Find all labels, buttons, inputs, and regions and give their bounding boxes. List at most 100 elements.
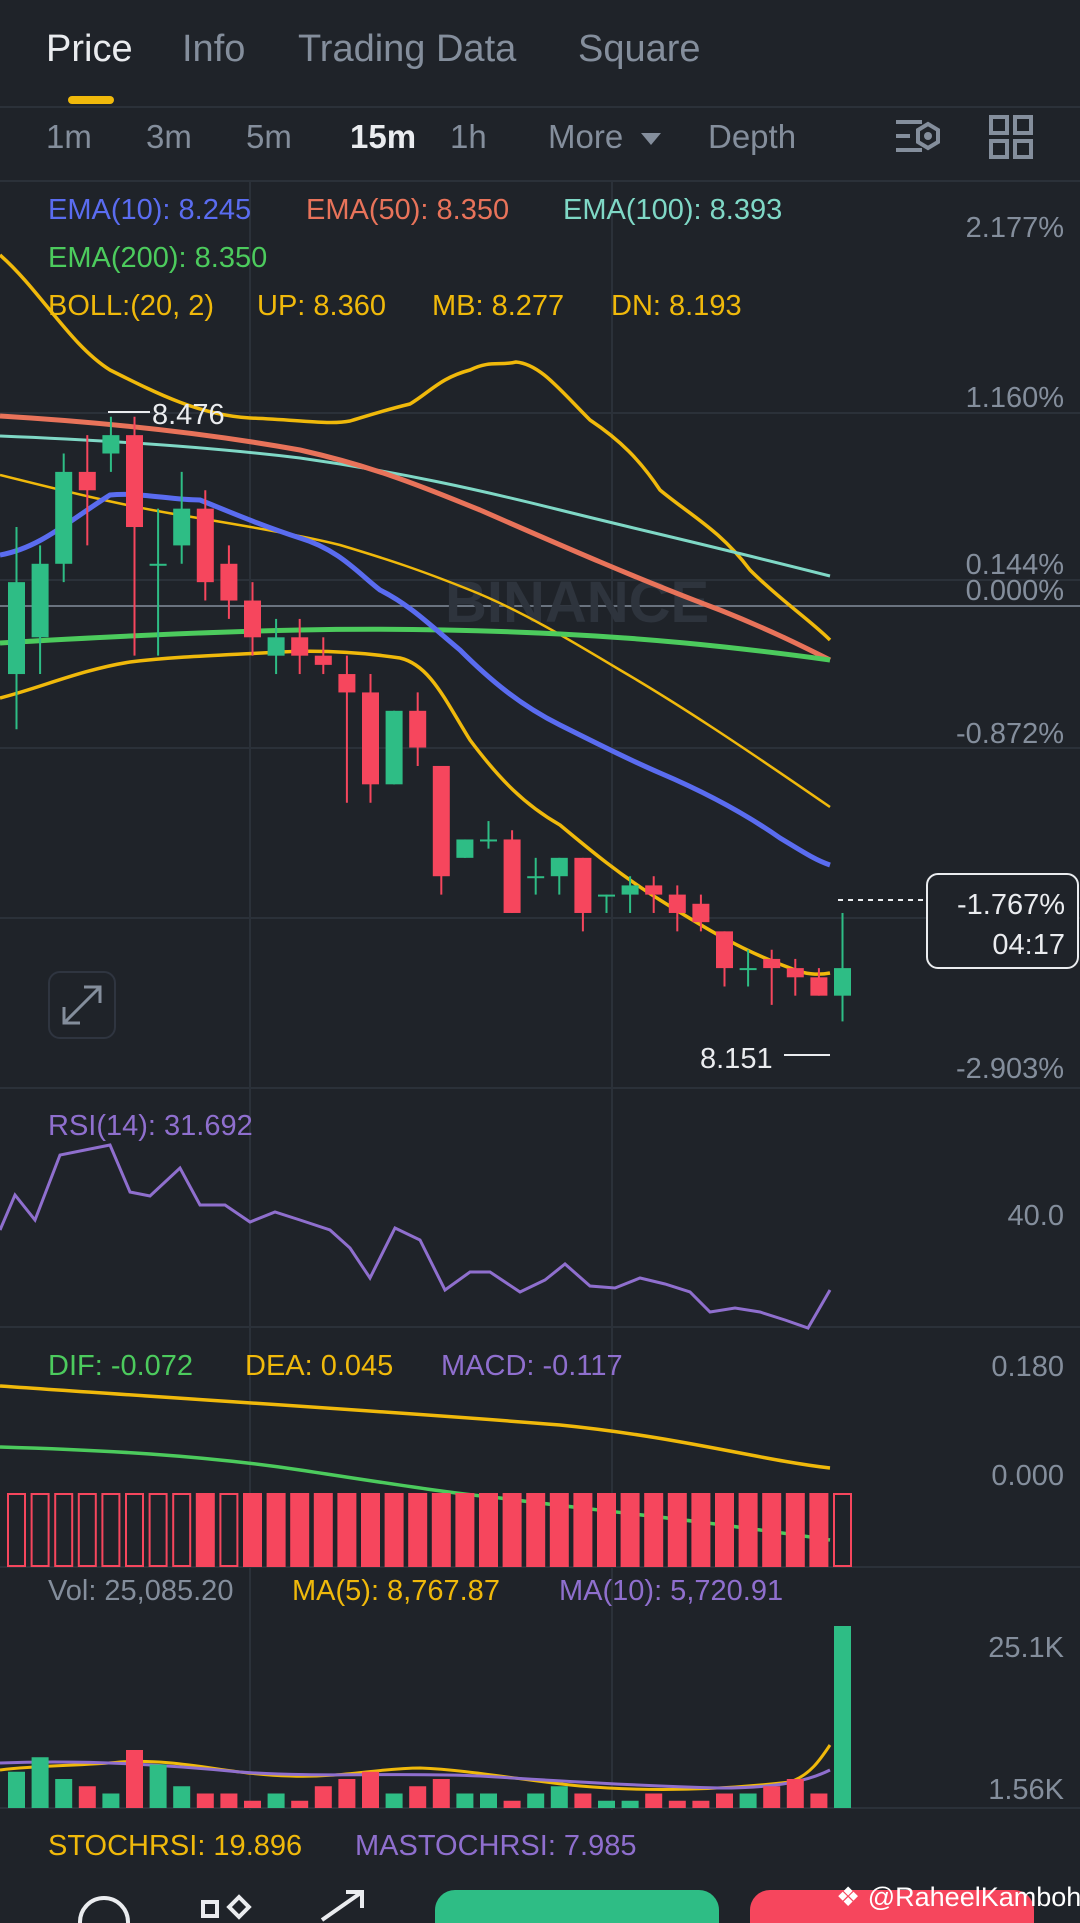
volume-bar: [149, 1764, 167, 1808]
volume-bar: [338, 1778, 356, 1808]
macd-bar: [715, 1493, 734, 1567]
timeframe-1h[interactable]: 1h: [450, 118, 487, 155]
macd-bar: [337, 1493, 357, 1567]
volume-ma5-legend: MA(5): 8,767.87: [292, 1575, 500, 1607]
macd-bar: [290, 1493, 310, 1567]
volume-bar: [31, 1757, 49, 1808]
macd-histogram: [7, 1493, 852, 1567]
volume-bar: [763, 1786, 781, 1808]
volume-bar: [503, 1800, 521, 1808]
tab-price[interactable]: Price: [46, 28, 133, 70]
price-axis-label: 0.144%: [965, 549, 1064, 581]
rsi-line: [0, 1143, 832, 1330]
candle-body: [126, 435, 143, 528]
candle-body: [503, 839, 521, 913]
candle-body: [8, 582, 25, 675]
macd-bar: [597, 1493, 616, 1567]
grid-icon[interactable]: [201, 1894, 252, 1920]
macd-bar: [408, 1493, 428, 1567]
candle-body: [102, 435, 120, 454]
macd-bar: [502, 1493, 522, 1567]
candle-body: [456, 839, 474, 858]
candle-body: [668, 894, 686, 913]
chart-settings-icon[interactable]: [894, 114, 942, 158]
volume-bar: [550, 1786, 568, 1808]
more-icon[interactable]: [78, 1896, 130, 1923]
macd-bar: [762, 1493, 782, 1567]
rsi-axis-label: 40.0: [1007, 1200, 1064, 1232]
macd-bar: [30, 1493, 50, 1567]
volume-bar: [126, 1749, 143, 1808]
watermark: BINANCE: [445, 570, 709, 635]
candle-body: [31, 563, 49, 638]
candlestick-series: [8, 416, 851, 1022]
timeframe-3m[interactable]: 3m: [146, 118, 192, 155]
rsi-legend: RSI(14): 31.692: [48, 1110, 253, 1142]
price-axis-label: -2.903%: [955, 1053, 1064, 1085]
candle-body: [621, 885, 639, 895]
chevron-down-icon: [641, 133, 662, 146]
volume-bar: [527, 1793, 545, 1808]
volume-bar: [409, 1786, 427, 1808]
volume-bar: [267, 1793, 285, 1808]
bottom-nav-icons: [78, 1890, 1034, 1923]
more-dropdown[interactable]: More: [548, 118, 662, 156]
macd-bar: [455, 1493, 475, 1567]
tab-square[interactable]: Square: [578, 28, 701, 70]
macd-bar: [361, 1493, 380, 1567]
toolbar-divider: [0, 180, 1080, 182]
expand-chart-button[interactable]: [48, 971, 116, 1039]
candle-body: [314, 655, 332, 665]
candle-body: [55, 471, 73, 564]
macd-bar: [667, 1493, 687, 1567]
volume-bar: [55, 1778, 73, 1808]
price-axis-label: -0.872%: [955, 718, 1064, 750]
macd-bar: [573, 1493, 593, 1567]
ema100-line: [0, 434, 831, 578]
timeframe-1m[interactable]: 1m: [46, 118, 92, 155]
tab-trading-data[interactable]: Trading Data: [298, 28, 517, 70]
macd-bar: [7, 1493, 26, 1567]
ema100-legend: EMA(100): 8.393: [563, 194, 783, 226]
volume-bar: [739, 1793, 757, 1808]
boll-dn-legend: DN: 8.193: [611, 290, 742, 322]
dea-line: [0, 1384, 831, 1470]
volume-bar: [244, 1800, 261, 1808]
candle-body: [480, 839, 497, 842]
sell-button[interactable]: [750, 1890, 1034, 1923]
boll-middle-line: [0, 473, 831, 809]
volume-bar: [173, 1786, 191, 1808]
macd-bar: [809, 1493, 829, 1567]
volume-bar: [716, 1793, 733, 1808]
boll-legend: BOLL:(20, 2): [48, 290, 215, 322]
candle-body: [244, 600, 261, 638]
candle-body: [432, 765, 450, 877]
buy-button[interactable]: [435, 1890, 719, 1923]
volume-axis-bottom: 1.56K: [988, 1774, 1064, 1806]
candle-body: [385, 710, 403, 785]
timeframe-5m[interactable]: 5m: [246, 118, 292, 155]
volume-bar: [668, 1800, 686, 1808]
volume-bar: [220, 1793, 238, 1808]
share-icon[interactable]: [320, 1890, 364, 1922]
candle-body: [574, 857, 592, 913]
volume-ma5-line: [0, 1744, 832, 1791]
macd-bar: [526, 1493, 546, 1567]
volume-bar: [78, 1786, 96, 1808]
layout-grid-icon[interactable]: [988, 114, 1034, 160]
timeframe-15m[interactable]: 15m: [350, 118, 417, 155]
depth-tab[interactable]: Depth: [708, 118, 797, 155]
header-divider: [0, 106, 1080, 108]
tab-info[interactable]: Info: [182, 28, 246, 70]
candle-body: [78, 471, 96, 491]
attribution: ❖ @RaheelKamboh: [836, 1882, 1080, 1913]
current-price-tag: -1.767% 04:17: [926, 873, 1079, 969]
macd-bar: [431, 1493, 451, 1567]
candle-body: [810, 977, 828, 996]
dif-legend: DIF: -0.072: [48, 1350, 194, 1382]
volume-bar: [291, 1800, 309, 1808]
volume-axis-top: 25.1K: [988, 1632, 1064, 1664]
macd-bar: [243, 1493, 262, 1567]
candle-countdown: 04:17: [992, 929, 1065, 961]
